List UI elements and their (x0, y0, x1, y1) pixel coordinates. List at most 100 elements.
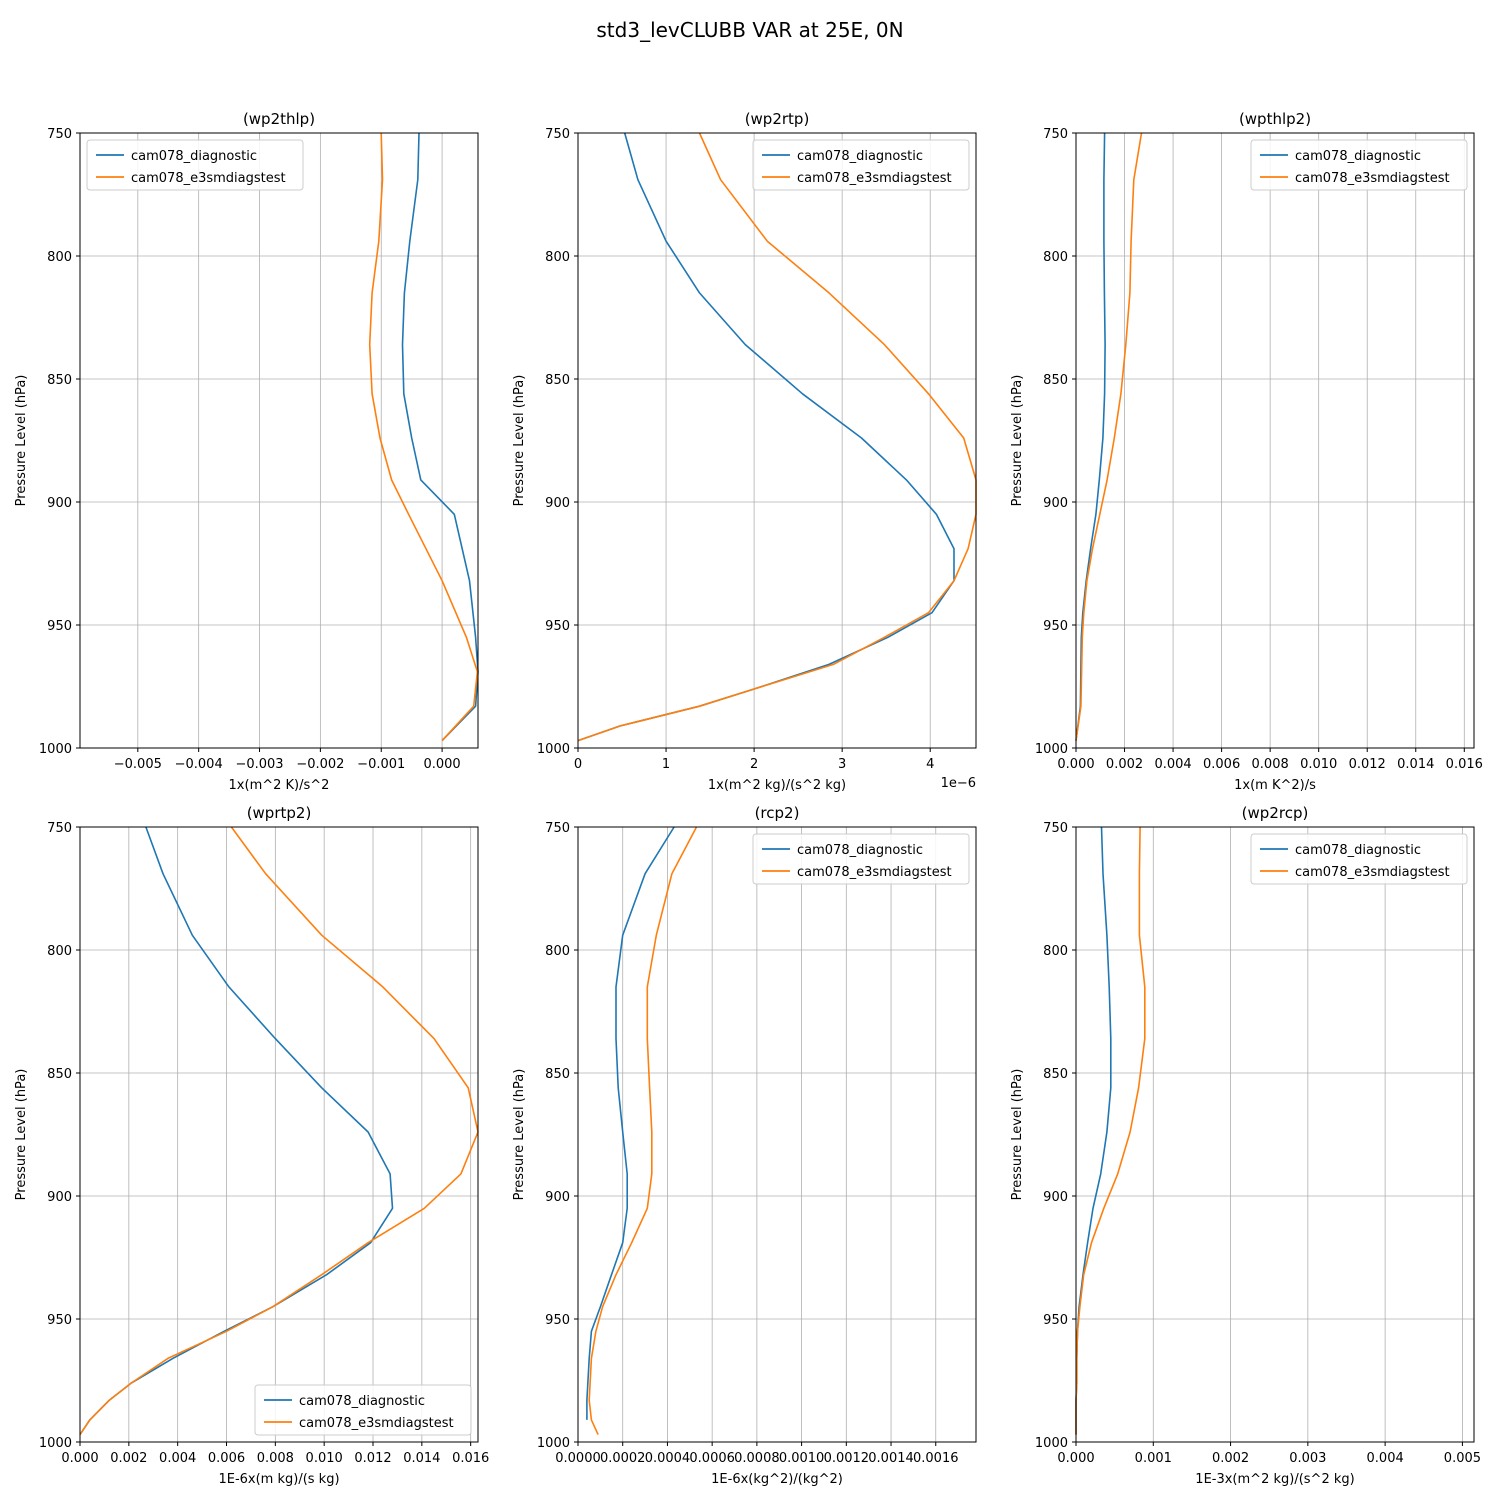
x-tick-label: 0.0000 (555, 1451, 601, 1466)
x-axis-label: 1E-3x(m^2 kg)/(s^2 kg) (1195, 1472, 1354, 1487)
series-line-cam078_e3smdiagstest (577, 132, 977, 742)
y-tick-label: 850 (1043, 373, 1068, 388)
y-tick-label: 900 (47, 1190, 72, 1205)
legend: cam078_diagnostic cam078_e3smdiagstest (752, 139, 970, 191)
x-tick-label: 0.002 (1212, 1451, 1249, 1466)
legend: cam078_diagnostic cam078_e3smdiagstest (752, 833, 970, 885)
legend-label: cam078_e3smdiagstest (299, 1416, 454, 1431)
y-tick-label: 900 (1043, 1190, 1068, 1205)
legend-label: cam078_diagnostic (299, 1394, 425, 1409)
x-tick-label: 0.0012 (824, 1451, 870, 1466)
y-tick-label: 800 (545, 250, 570, 265)
y-tick-label: 1000 (1035, 742, 1068, 757)
subplot-title: (rcp2) (755, 804, 800, 822)
x-tick-label: 0.000 (1057, 1451, 1094, 1466)
x-axis-label: 1E-6x(m kg)/(s kg) (218, 1472, 339, 1487)
axes-frame (1075, 132, 1475, 749)
x-tick-label: −0.001 (357, 757, 405, 772)
y-tick-label: 800 (1043, 944, 1068, 959)
subplot-title: (wp2rtp) (745, 110, 810, 128)
y-tick-label: 750 (1043, 127, 1068, 142)
y-tick-label: 750 (1043, 821, 1068, 836)
y-tick-label: 1000 (39, 742, 72, 757)
y-axis-label: Pressure Level (hPa) (512, 1069, 527, 1201)
y-tick-label: 850 (545, 1067, 570, 1082)
subplot-title: (wp2rcp) (1242, 804, 1309, 822)
subplot-title: (wprtp2) (247, 804, 312, 822)
y-tick-label: 950 (1043, 619, 1068, 634)
y-axis-label: Pressure Level (hPa) (14, 1069, 29, 1201)
plot-area (1076, 133, 1474, 748)
axes-frame (1075, 826, 1475, 1443)
x-tick-label: 0.010 (306, 1451, 343, 1466)
y-tick-label: 950 (545, 1313, 570, 1328)
legend-frame (752, 833, 970, 885)
subplot-6: 0.000 0.001 0.002 0.003 0.004 0.005 750 800 850 9… (1010, 804, 1481, 1487)
subplot-1: −0.005 −0.004 −0.003 −0.002 −0.001 0.000 750 80… (14, 110, 479, 793)
plot-area (80, 133, 478, 748)
x-tick-label: 0.003 (1289, 1451, 1326, 1466)
legend-frame (752, 139, 970, 191)
x-tick-label: 0.0002 (600, 1451, 646, 1466)
x-tick-label: 0.0006 (689, 1451, 735, 1466)
x-tick-label: −0.004 (175, 757, 223, 772)
legend: cam078_diagnostic cam078_e3smdiagstest (1250, 833, 1468, 885)
y-tick-label: 750 (545, 821, 570, 836)
series-line-cam078_diagnostic (1075, 132, 1106, 741)
x-tick-label: 0.000 (423, 757, 460, 772)
x-tick-label: 0.006 (1203, 757, 1240, 772)
legend-label: cam078_diagnostic (1295, 843, 1421, 858)
x-axis-label: 1x(m K^2)/s (1234, 778, 1316, 793)
x-tick-label: 0.004 (159, 1451, 196, 1466)
legend: cam078_diagnostic cam078_e3smdiagstest (1250, 139, 1468, 191)
x-tick-label: −0.003 (235, 757, 283, 772)
legend-label: cam078_diagnostic (1295, 149, 1421, 164)
y-tick-label: 1000 (537, 742, 570, 757)
y-tick-label: 900 (545, 1190, 570, 1205)
subplot-3: 0.000 0.002 0.004 0.006 0.008 0.010 0.012 0.014… (1010, 110, 1483, 793)
x-tick-label: 0.016 (1446, 757, 1483, 772)
legend: cam078_diagnostic cam078_e3smdiagstest (254, 1384, 472, 1436)
x-tick-label: 0.006 (208, 1451, 245, 1466)
legend-label: cam078_diagnostic (131, 149, 257, 164)
y-tick-label: 850 (545, 373, 570, 388)
x-tick-label: 0.0004 (645, 1451, 691, 1466)
y-axis-label: Pressure Level (hPa) (14, 375, 29, 507)
x-tick-label: 0.0014 (868, 1451, 914, 1466)
legend-label: cam078_e3smdiagstest (797, 865, 952, 880)
x-axis-label: 1x(m^2 kg)/(s^2 kg) (708, 778, 846, 793)
x-tick-label: 0.008 (1252, 757, 1289, 772)
subplot-title: (wpthlp2) (1239, 110, 1311, 128)
x-tick-label: 0.012 (354, 1451, 391, 1466)
axes-frame (79, 826, 479, 1443)
y-tick-label: 900 (1043, 496, 1068, 511)
legend-frame (254, 1384, 472, 1436)
series-line-cam078_diagnostic (586, 826, 675, 1420)
y-tick-label: 950 (1043, 1313, 1068, 1328)
x-tick-label: 0.008 (257, 1451, 294, 1466)
legend-frame (1250, 139, 1468, 191)
legend-label: cam078_e3smdiagstest (1295, 865, 1450, 880)
series-line-cam078_e3smdiagstest (1075, 132, 1143, 741)
y-axis-label: Pressure Level (hPa) (1010, 1069, 1025, 1201)
y-tick-label: 950 (47, 619, 72, 634)
x-tick-label: 2 (750, 757, 758, 772)
legend-label: cam078_e3smdiagstest (1295, 171, 1450, 186)
figure-title: std3_levCLUBB VAR at 25E, 0N (596, 18, 903, 42)
x-tick-label: 0 (574, 757, 582, 772)
series-line-cam078_e3smdiagstest (588, 826, 698, 1435)
x-offset-text: 1e−6 (941, 776, 976, 791)
plot-area (578, 133, 976, 748)
y-tick-label: 800 (47, 944, 72, 959)
legend-label: cam078_e3smdiagstest (131, 171, 286, 186)
series-line-cam078_e3smdiagstest (368, 132, 479, 742)
y-tick-label: 950 (47, 1313, 72, 1328)
x-tick-label: 3 (838, 757, 846, 772)
y-tick-label: 800 (47, 250, 72, 265)
legend-frame (86, 139, 304, 191)
y-tick-label: 800 (1043, 250, 1068, 265)
y-tick-label: 1000 (537, 1436, 570, 1451)
legend-frame (1250, 833, 1468, 885)
legend-label: cam078_diagnostic (797, 149, 923, 164)
